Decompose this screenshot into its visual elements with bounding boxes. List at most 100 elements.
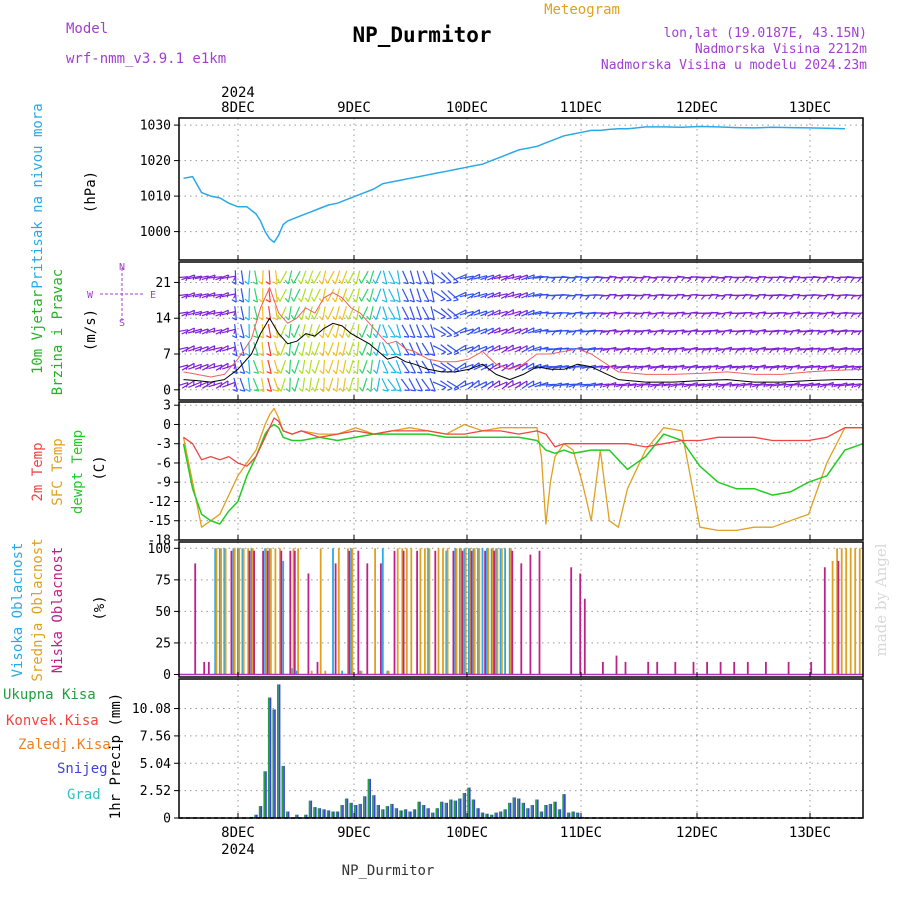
wind-barb-flag bbox=[512, 274, 515, 280]
wind-barb bbox=[799, 382, 814, 387]
wind-barb bbox=[853, 329, 863, 333]
wind-barb bbox=[221, 275, 236, 279]
wind-barb-flag bbox=[708, 294, 712, 300]
compass-w: W bbox=[87, 290, 94, 301]
wind-barb bbox=[355, 288, 360, 303]
wind-barb bbox=[724, 383, 739, 386]
wind-barb bbox=[514, 380, 528, 389]
wind-barb bbox=[261, 341, 265, 356]
compass-e: E bbox=[150, 290, 156, 301]
wind-barb bbox=[322, 324, 326, 338]
precip-bar-total bbox=[335, 811, 338, 818]
wind-barb-flag bbox=[424, 335, 430, 338]
model-label: Model bbox=[66, 21, 108, 37]
wind-barb-flag bbox=[277, 278, 281, 284]
wind-barb bbox=[261, 323, 264, 339]
wind-barb bbox=[279, 270, 288, 284]
top-day-label: 12DEC bbox=[676, 100, 718, 116]
wind-barb bbox=[501, 309, 514, 318]
wind-barb bbox=[507, 292, 522, 298]
wind-barb-flag bbox=[253, 353, 259, 357]
wind-barb bbox=[846, 383, 861, 386]
wind-barb-flag bbox=[403, 300, 409, 303]
wind-barb bbox=[690, 365, 705, 368]
wind-barb bbox=[853, 294, 863, 297]
wind-barb-flag bbox=[424, 300, 430, 303]
wind-barb bbox=[381, 378, 389, 392]
wind-barb bbox=[369, 288, 374, 303]
precip-bar-total bbox=[376, 805, 379, 818]
wind-barb-flag bbox=[551, 295, 556, 301]
precip-bar-snow bbox=[391, 803, 394, 818]
wind-unit: (m/s) bbox=[83, 309, 99, 351]
wind-barb bbox=[360, 270, 369, 284]
wind-barb bbox=[179, 329, 189, 333]
wind-barb-flag bbox=[352, 315, 358, 321]
wind-barb-flag bbox=[232, 353, 238, 357]
pressure-unit: (hPa) bbox=[83, 171, 99, 213]
wind-barb bbox=[356, 306, 360, 321]
wind-barb bbox=[616, 382, 630, 388]
wind-barb bbox=[643, 383, 658, 386]
wind-barb-flag bbox=[816, 277, 821, 282]
wind-barb bbox=[194, 346, 209, 352]
wind-barb bbox=[313, 306, 321, 320]
precip-bar-snow bbox=[432, 812, 435, 818]
cloud-ylabel-low: Niska Oblacnost bbox=[50, 547, 66, 673]
wind-barb bbox=[313, 270, 322, 284]
wind-barb-flag bbox=[297, 279, 302, 285]
precip-bar-snow bbox=[441, 801, 444, 818]
precip-bar-total bbox=[444, 802, 447, 818]
wind-barb bbox=[201, 327, 216, 335]
wind-barb-flag bbox=[701, 330, 706, 336]
wind-barb bbox=[430, 288, 435, 303]
precip-bar-total bbox=[304, 814, 306, 818]
precip-bar-snow bbox=[287, 811, 290, 818]
wind-ylabel-2: Brzina i Pravac bbox=[50, 269, 66, 395]
wind-barb-flag bbox=[429, 299, 435, 303]
wind-barb bbox=[446, 344, 460, 354]
wind-barb bbox=[501, 344, 514, 354]
wind-barb bbox=[447, 272, 459, 283]
wind-barb-flag bbox=[244, 298, 250, 303]
wind-barb-flag bbox=[372, 351, 378, 357]
wind-barb-flag bbox=[441, 386, 447, 391]
wind-barb-flag bbox=[266, 353, 272, 357]
wind-barb-flag bbox=[782, 276, 787, 282]
wind-barb-flag bbox=[754, 277, 760, 283]
wind-barb-flag bbox=[353, 370, 358, 375]
wind-barb bbox=[248, 270, 251, 285]
wind-barb bbox=[348, 342, 354, 356]
wind-barb bbox=[293, 288, 301, 302]
wind-barb bbox=[253, 288, 259, 303]
wind-barb-flag bbox=[721, 331, 726, 336]
wind-barb bbox=[595, 383, 610, 386]
wind-barb bbox=[697, 382, 712, 387]
wind-barb bbox=[507, 328, 522, 334]
wind-barb bbox=[473, 381, 487, 389]
wind-barb-flag bbox=[410, 389, 416, 392]
wind-barb bbox=[302, 377, 306, 392]
wind-barb-flag bbox=[653, 348, 658, 354]
wind-barb-flag bbox=[605, 313, 610, 318]
wind-barb bbox=[208, 276, 223, 279]
bottom-date-axis: 8DEC 9DEC 10DEC 11DEC 12DEC 13DEC bbox=[221, 825, 831, 841]
wind-barb bbox=[381, 342, 389, 356]
wind-barb bbox=[314, 342, 321, 356]
wind-barb-flag bbox=[395, 299, 401, 303]
model-altitude-text: Nadmorska Visina u modelu 2024.23m bbox=[601, 58, 867, 73]
wind-barb bbox=[300, 270, 307, 285]
wind-barb-flag bbox=[298, 297, 302, 303]
wind-barb-flag bbox=[332, 315, 337, 321]
wind-barb bbox=[401, 324, 410, 338]
wind-barb bbox=[422, 288, 430, 302]
wind-barb-flag bbox=[409, 317, 415, 321]
bottom-year-label: 2024 bbox=[221, 842, 255, 858]
wind-barb bbox=[396, 288, 401, 303]
wind-barb bbox=[267, 377, 273, 392]
wind-barb-flag bbox=[416, 335, 422, 339]
wind-barb-flag bbox=[823, 330, 828, 336]
wind-barb bbox=[480, 380, 494, 389]
precip-bar-total bbox=[544, 805, 546, 818]
wind-barb bbox=[609, 383, 624, 386]
